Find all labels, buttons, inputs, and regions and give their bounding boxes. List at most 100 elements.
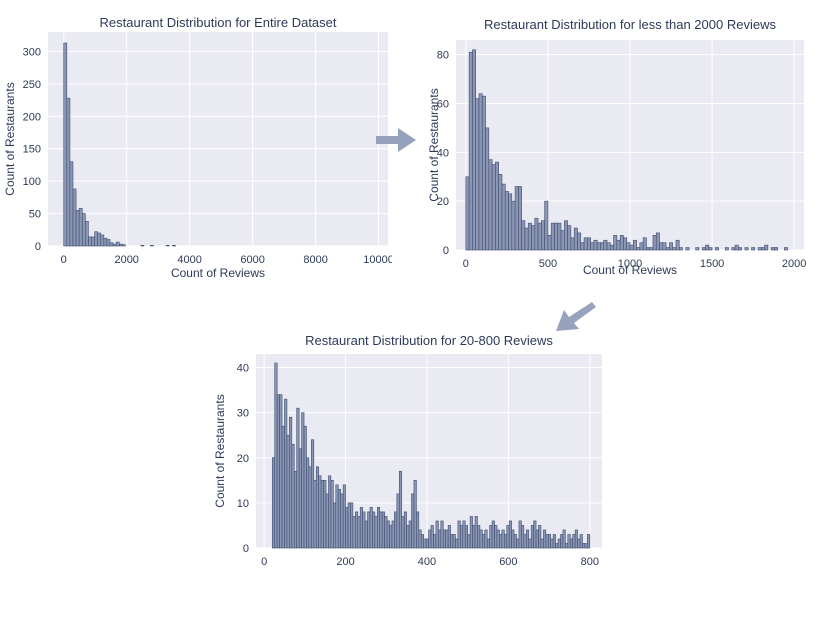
histogram-bar <box>75 210 80 247</box>
x-tick-label: 0 <box>261 556 267 568</box>
histogram-bar <box>521 525 525 549</box>
histogram-bar <box>140 245 145 247</box>
histogram-bar <box>298 448 302 549</box>
histogram-bar <box>355 511 359 549</box>
y-tick-label: 20 <box>237 453 249 465</box>
histogram-bar <box>359 507 363 549</box>
y-tick-label: 0 <box>35 241 41 253</box>
histogram-bar <box>652 235 657 251</box>
histogram-bar <box>514 186 519 251</box>
histogram-bar <box>467 534 471 549</box>
histogram-20-800: 0 200 400 600 800 0 10 20 30 40 Restaurant Distrib… <box>213 333 602 568</box>
histogram-bar <box>403 511 407 549</box>
histogram-bar <box>66 97 71 247</box>
histogram-bar <box>118 243 123 247</box>
histogram-bar <box>413 480 417 549</box>
histogram-bar <box>276 394 280 549</box>
histogram-bar <box>289 416 293 549</box>
histogram-bar <box>484 529 488 549</box>
histogram-bar <box>501 183 506 251</box>
histogram-bar <box>311 439 315 549</box>
histogram-bar <box>386 520 390 549</box>
x-tick-label: 1500 <box>700 258 724 270</box>
histogram-bar <box>534 217 539 251</box>
histogram-bar <box>567 225 572 251</box>
histogram-bar <box>430 525 434 549</box>
histogram-bar <box>398 471 403 549</box>
histogram-bar <box>580 242 585 251</box>
histogram-bar <box>555 543 559 549</box>
histogram-bar <box>328 475 332 549</box>
histogram-bar <box>701 247 706 251</box>
histogram-bar <box>406 525 410 549</box>
histogram-bar <box>63 42 68 247</box>
histogram-bar <box>547 534 552 549</box>
histogram-bar <box>337 489 341 549</box>
y-tick-label: 40 <box>437 147 449 159</box>
histogram-bar <box>530 525 534 549</box>
histogram-bar <box>550 222 555 251</box>
histogram-bar <box>784 247 788 251</box>
histogram-bar <box>560 534 564 549</box>
histogram-bar <box>88 236 92 247</box>
histogram-entire-dataset: 0 2000 4000 6000 8000 10000 0 50 100 150 200 250 300… <box>3 15 392 280</box>
histogram-bar <box>770 247 775 251</box>
histogram-bar <box>547 235 552 251</box>
histogram-bar <box>499 534 503 549</box>
histogram-bar <box>774 247 779 251</box>
histogram-bar <box>545 534 549 549</box>
histogram-bar <box>570 237 575 251</box>
histogram-bar <box>78 208 83 247</box>
histogram-bar <box>582 543 586 549</box>
histogram-bar <box>423 538 427 549</box>
histogram-bar <box>475 98 480 251</box>
x-tick-label: 1000 <box>618 258 642 270</box>
histogram-bar <box>535 529 539 549</box>
histogram-bar <box>583 237 588 251</box>
histogram-bar <box>352 516 356 549</box>
histogram-bar <box>425 538 429 549</box>
histogram-bar <box>464 525 468 549</box>
y-axis-label: Count of Restaurants <box>213 394 227 507</box>
histogram-bar <box>381 511 385 549</box>
histogram-bar <box>565 543 569 549</box>
histogram-bar <box>100 234 105 247</box>
histogram-bar <box>428 529 432 549</box>
histogram-bar <box>374 516 378 549</box>
histogram-bar <box>508 520 512 549</box>
chart-title: Restaurant Distribution for Entire Datas… <box>100 15 337 30</box>
histogram-bar <box>506 525 510 549</box>
histogram-bar <box>496 529 500 549</box>
histogram-bar <box>391 520 395 549</box>
histogram-bar <box>460 525 464 549</box>
chart-title: Restaurant Distribution for 20-800 Revie… <box>305 333 553 348</box>
histogram-bar <box>293 471 298 549</box>
histogram-bar <box>457 520 461 549</box>
histogram-bar <box>85 221 89 247</box>
chart-panel-less-than-2000: 0 500 1000 1500 2000 0 20 40 60 80 Restaurant Dist… <box>424 0 820 282</box>
y-tick-label: 50 <box>29 209 41 221</box>
histogram-bar <box>81 213 86 247</box>
histogram-bar <box>537 222 542 251</box>
histogram-bar <box>271 457 276 549</box>
histogram-bar <box>296 407 300 549</box>
histogram-bar <box>606 242 611 251</box>
histogram-bar <box>474 516 478 549</box>
histogram-bar <box>665 247 670 251</box>
histogram-bar <box>623 237 628 251</box>
histogram-bar <box>172 245 176 247</box>
histogram-bar <box>516 538 520 549</box>
histogram-bar <box>477 525 481 549</box>
histogram-bar <box>501 529 505 549</box>
histogram-bar <box>495 161 499 251</box>
histogram-bar <box>646 247 650 251</box>
y-tick-label: 30 <box>237 408 249 420</box>
histogram-bar <box>659 242 664 251</box>
y-tick-label: 200 <box>23 111 41 123</box>
histogram-bar <box>678 247 683 251</box>
histogram-bar <box>572 534 576 549</box>
y-tick-label: 150 <box>23 144 41 156</box>
histogram-bar <box>94 231 98 247</box>
histogram-bar <box>438 529 442 549</box>
histogram-bar <box>538 525 542 549</box>
